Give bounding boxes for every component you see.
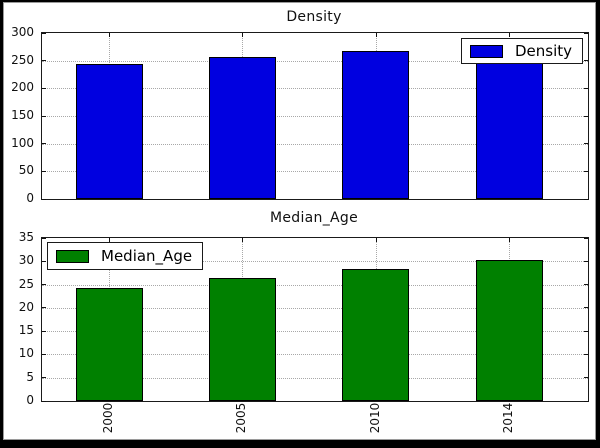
density-legend-swatch-icon (469, 44, 503, 58)
y-tick-mark-left (42, 400, 46, 402)
y-tick-mark-right (584, 115, 588, 117)
y-tick-label: 0 (26, 393, 34, 407)
y-tick-label: 100 (11, 135, 34, 150)
x-tick-mark-top (242, 238, 244, 242)
y-tick-mark-left (42, 237, 46, 239)
y-tick-mark-right (584, 377, 588, 379)
x-tick-label: 2005 (234, 402, 249, 434)
bar-2000 (75, 64, 143, 199)
y-tick-label: 15 (18, 323, 34, 338)
grid-line-horizontal (42, 354, 588, 356)
y-tick-mark-left (42, 353, 46, 355)
y-tick-mark-left (42, 115, 46, 117)
grid-line-horizontal (42, 284, 588, 286)
y-tick-mark-left (42, 260, 46, 262)
y-tick-mark-left (42, 143, 46, 145)
y-tick-mark-right (584, 400, 588, 402)
grid-line-horizontal (42, 261, 588, 263)
y-tick-mark-right (584, 307, 588, 309)
density-legend-label: Density (514, 42, 572, 60)
y-tick-mark-left (42, 60, 46, 62)
y-tick-label: 20 (18, 299, 34, 314)
y-tick-mark-right (584, 87, 588, 89)
y-tick-mark-left (42, 170, 46, 172)
y-tick-mark-left (42, 377, 46, 379)
bar-2010 (342, 50, 410, 199)
y-tick-label: 25 (18, 276, 34, 291)
y-tick-label: 150 (11, 108, 34, 122)
y-tick-mark-right (584, 32, 588, 34)
bar-2014 (475, 45, 543, 199)
y-tick-mark-left (42, 330, 46, 332)
median-age-chart-title: Median_Age (270, 210, 358, 226)
bar-2005 (208, 278, 276, 401)
x-tick-label: 2014 (501, 402, 515, 434)
y-tick-mark-left (42, 87, 46, 89)
y-tick-mark-right (584, 198, 588, 200)
y-tick-mark-left (42, 284, 46, 286)
grid-line-horizontal (42, 171, 588, 173)
figure-canvas: Density Density Median_Age Median_Age 0 5… (3, 2, 596, 440)
x-tick-mark-top (509, 238, 510, 242)
x-tick-mark-top (242, 33, 244, 37)
y-tick-label: 5 (26, 369, 34, 384)
grid-line-horizontal (42, 60, 588, 62)
y-tick-mark-right (584, 284, 588, 286)
bar-2010 (342, 268, 410, 401)
x-tick-mark-top (509, 33, 510, 37)
y-tick-mark-right (584, 353, 588, 355)
density-plot-area: Density (41, 32, 589, 200)
x-tick-mark-top (109, 238, 110, 242)
bar-2014 (475, 259, 543, 401)
bar-2005 (208, 56, 276, 199)
density-chart-title: Density (286, 9, 342, 25)
y-tick-label: 250 (11, 52, 34, 67)
median-age-legend: Median_Age (47, 242, 204, 270)
grid-line-horizontal (42, 88, 588, 90)
grid-line-horizontal (42, 143, 588, 145)
grid-line-horizontal (42, 331, 588, 333)
y-tick-mark-left (42, 307, 46, 309)
x-tick-mark-top (375, 238, 377, 242)
median-age-legend-label: Median_Age (101, 247, 193, 265)
y-tick-label: 35 (18, 230, 34, 244)
x-tick-mark-top (375, 33, 377, 37)
y-tick-mark-right (584, 143, 588, 145)
y-tick-mark-left (42, 32, 46, 34)
density-legend: Density (460, 38, 583, 64)
y-tick-mark-right (584, 237, 588, 239)
y-tick-label: 300 (11, 25, 34, 39)
y-tick-mark-right (584, 330, 588, 332)
y-tick-mark-right (584, 260, 588, 262)
median-age-plot-area: Median_Age (41, 237, 589, 402)
y-tick-label: 50 (18, 163, 34, 178)
grid-line-horizontal (42, 377, 588, 379)
y-tick-label: 200 (11, 80, 34, 95)
x-tick-mark-top (109, 33, 110, 37)
grid-line-horizontal (42, 307, 588, 309)
x-tick-label: 2010 (367, 402, 382, 434)
y-tick-label: 10 (18, 346, 34, 361)
median-age-legend-swatch-icon (56, 249, 89, 263)
bar-2000 (75, 287, 143, 401)
grid-line-horizontal (42, 116, 588, 117)
y-tick-mark-right (584, 60, 588, 62)
y-tick-label: 0 (26, 191, 34, 205)
y-tick-mark-left (42, 198, 46, 200)
y-tick-mark-right (584, 170, 588, 172)
x-tick-label: 2000 (101, 402, 115, 434)
y-tick-label: 30 (18, 253, 34, 268)
